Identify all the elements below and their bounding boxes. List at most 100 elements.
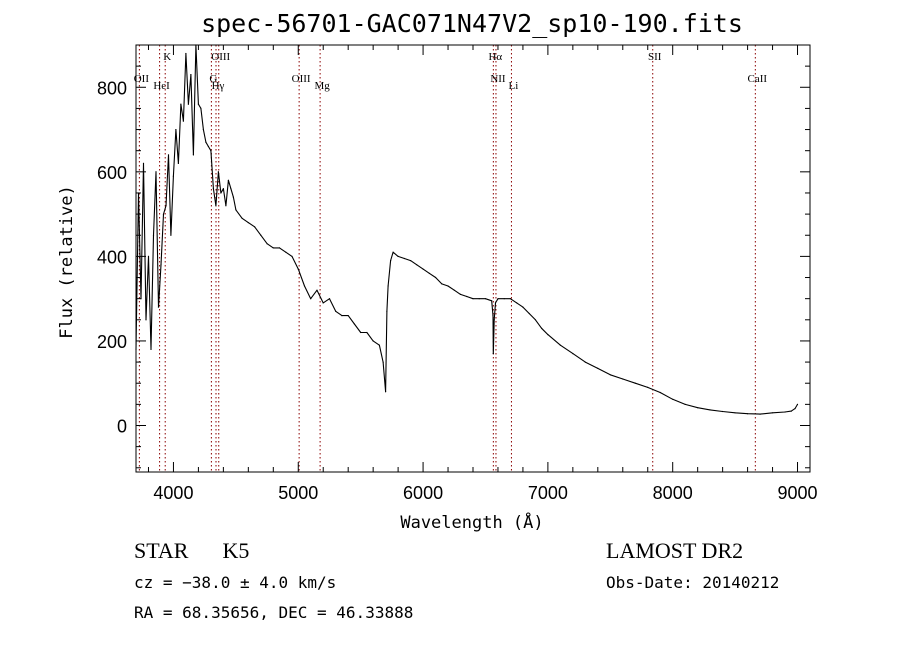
flux-point xyxy=(647,386,649,388)
flux-point xyxy=(291,255,293,257)
flux-point xyxy=(428,272,430,274)
flux-point xyxy=(187,103,189,105)
line-label-5: Hγ xyxy=(212,80,225,92)
line-label-8: Mg xyxy=(314,80,330,92)
flux-point xyxy=(572,353,574,355)
x-tick-label: 4000 xyxy=(153,483,193,503)
flux-point xyxy=(328,298,331,300)
flux-point xyxy=(516,302,518,304)
flux-point xyxy=(534,319,537,321)
flux-point xyxy=(160,264,162,266)
flux-point xyxy=(494,302,497,304)
flux-point xyxy=(447,285,449,287)
flux-point xyxy=(453,289,455,291)
flux-point xyxy=(177,162,179,164)
flux-point xyxy=(597,367,599,369)
axis-ticks: 4000 5000 6000 7000 8000 9000 0 200 400 600 800 xyxy=(97,44,818,503)
flux-point xyxy=(672,398,674,400)
x-tick-label: 6000 xyxy=(403,483,443,503)
flux-point xyxy=(212,188,214,190)
x-tick-label: 8000 xyxy=(653,483,693,503)
flux-point xyxy=(484,298,487,300)
flux-point xyxy=(390,260,392,262)
line-label-7: OIII xyxy=(292,73,311,85)
flux-point xyxy=(152,234,155,236)
flux-point xyxy=(366,331,368,334)
flux-point xyxy=(341,315,343,317)
flux-point xyxy=(157,306,160,308)
y-tick-label: 0 xyxy=(117,416,127,436)
y-tick-label: 400 xyxy=(97,247,127,267)
line-label-3: K xyxy=(163,51,171,63)
flux-point xyxy=(232,196,234,198)
flux-point xyxy=(303,285,306,287)
flux-point xyxy=(441,283,443,285)
flux-point xyxy=(230,188,232,190)
flux-point xyxy=(200,107,202,109)
flux-point xyxy=(541,327,543,329)
flux-point xyxy=(247,222,249,224)
flux-point xyxy=(150,348,152,350)
flux-point xyxy=(165,205,167,207)
object-classification: STAR K5 xyxy=(134,538,249,564)
flux-point xyxy=(492,353,494,355)
flux-point xyxy=(466,295,468,298)
flux-point xyxy=(155,171,157,173)
flux-point xyxy=(235,209,237,211)
flux-point xyxy=(747,413,749,415)
flux-point xyxy=(316,289,318,291)
flux-point xyxy=(385,391,387,393)
x-tick-label: 9000 xyxy=(777,483,817,503)
flux-point xyxy=(491,300,493,302)
flux-point xyxy=(416,264,418,266)
flux-point xyxy=(459,293,462,295)
x-tick-label: 7000 xyxy=(528,483,568,503)
flux-point xyxy=(503,298,505,300)
flux-point xyxy=(254,226,256,228)
flux-point xyxy=(225,205,227,207)
flux-point xyxy=(241,217,243,219)
flux-point xyxy=(185,52,187,55)
flux-point xyxy=(272,247,274,249)
plot-border xyxy=(135,44,811,473)
flux-point xyxy=(497,298,499,300)
flux-point xyxy=(584,361,586,363)
flux-point xyxy=(147,255,150,257)
flux-point xyxy=(192,154,194,156)
flux-point xyxy=(285,251,287,253)
line-label-12: SII xyxy=(648,51,662,63)
line-label-4: G xyxy=(209,73,217,85)
flux-point xyxy=(205,141,207,143)
flux-point xyxy=(145,319,147,321)
flux-point xyxy=(794,408,796,410)
flux-point xyxy=(382,361,384,363)
flux-point xyxy=(182,120,184,122)
flux-point xyxy=(684,403,686,405)
flux-point xyxy=(278,247,281,249)
flux-point xyxy=(190,74,192,76)
flux-point xyxy=(410,260,412,262)
flux-point xyxy=(392,251,394,253)
flux-point xyxy=(297,268,299,270)
flux-point xyxy=(734,412,736,414)
x-tick-label: 5000 xyxy=(278,483,318,503)
flux-point xyxy=(322,302,324,304)
flux-point xyxy=(372,340,374,342)
flux-series xyxy=(135,44,799,415)
flux-point xyxy=(347,315,349,317)
flux-point xyxy=(784,411,786,413)
flux-point xyxy=(609,374,611,376)
line-label-9: Hα xyxy=(488,51,502,63)
flux-point xyxy=(220,192,222,194)
x-axis-label: Wavelength (Å) xyxy=(400,511,543,533)
flux-point xyxy=(397,255,399,257)
flux-point xyxy=(387,285,389,287)
flux-point xyxy=(172,175,174,177)
observation-date: Obs-Date: 20140212 xyxy=(606,573,780,592)
flux-point xyxy=(659,391,661,394)
flux-point xyxy=(217,171,219,173)
flux-point xyxy=(360,331,362,334)
flux-point xyxy=(310,298,312,300)
flux-point xyxy=(170,234,172,236)
